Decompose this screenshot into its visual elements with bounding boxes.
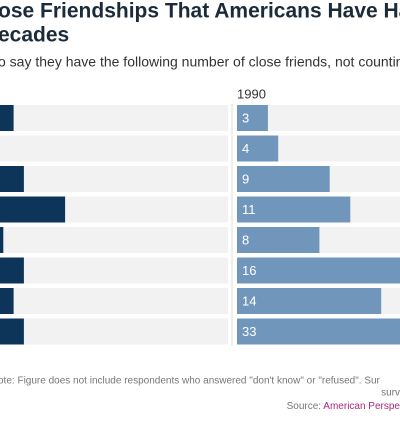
bar [237, 288, 382, 314]
row-background [0, 166, 228, 192]
source-link[interactable]: American Perspe [323, 401, 400, 412]
note: surv [381, 388, 400, 399]
source-label: Source: [287, 401, 321, 412]
row-background [0, 257, 228, 284]
row-background [0, 105, 228, 131]
value-label: 11 [242, 202, 256, 217]
bar [237, 257, 400, 284]
bar [237, 135, 279, 162]
value-label: 33 [242, 324, 256, 339]
row-background [0, 135, 228, 162]
chart-subtitle: o say they have the following number of … [0, 54, 400, 70]
bar [0, 196, 66, 223]
value-label: 9 [242, 171, 249, 186]
bar [237, 227, 320, 253]
value-label: 14 [242, 293, 256, 308]
value-label: 4 [242, 141, 249, 156]
row-background [0, 227, 228, 253]
series-label: 1990 [237, 86, 266, 101]
note: ote: Figure does not include respondents… [0, 376, 381, 387]
bar [237, 166, 330, 192]
value-label: 16 [242, 263, 256, 278]
bar [0, 257, 24, 284]
bar [237, 318, 400, 345]
bar [0, 166, 24, 192]
chart-title: ecades [0, 24, 69, 47]
source: Source: American Perspe [287, 401, 400, 412]
bar [0, 105, 14, 131]
value-label: 3 [242, 110, 249, 125]
bar [0, 227, 4, 253]
row-background [0, 288, 228, 314]
bar [0, 318, 24, 345]
chart-title: ose Friendships That Americans Have Has [0, 0, 400, 23]
value-label: 8 [242, 232, 249, 247]
bar [237, 196, 351, 223]
bar [0, 288, 14, 314]
bar [237, 105, 268, 131]
row-background [0, 318, 228, 345]
